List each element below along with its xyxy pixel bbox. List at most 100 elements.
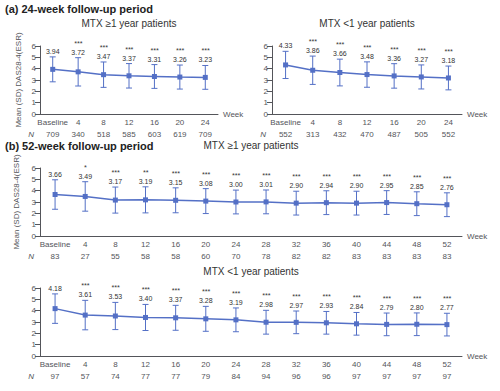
svg-text:709: 709 — [199, 130, 213, 139]
svg-text:3.40: 3.40 — [139, 295, 153, 302]
svg-text:3.86: 3.86 — [306, 47, 320, 54]
svg-text:84: 84 — [231, 372, 240, 381]
svg-text:2.93: 2.93 — [320, 302, 334, 309]
svg-text:55: 55 — [111, 252, 120, 261]
svg-text:Baseline: Baseline — [37, 118, 68, 127]
svg-text:2: 2 — [32, 329, 37, 338]
svg-text:0: 0 — [264, 110, 269, 119]
svg-text:60: 60 — [201, 252, 210, 261]
svg-text:97: 97 — [412, 372, 421, 381]
svg-text:***: *** — [74, 40, 82, 47]
svg-text:***: *** — [443, 295, 451, 302]
svg-text:3.36: 3.36 — [387, 55, 401, 62]
svg-text:N: N — [28, 130, 34, 139]
svg-text:MTX ≥1 year patients: MTX ≥1 year patients — [82, 18, 177, 29]
svg-text:12: 12 — [125, 118, 134, 127]
svg-text:3.31: 3.31 — [148, 56, 162, 63]
svg-text:619: 619 — [173, 130, 187, 139]
svg-text:3: 3 — [32, 318, 37, 327]
svg-text:3.00: 3.00 — [229, 181, 243, 188]
svg-text:487: 487 — [387, 130, 401, 139]
svg-text:77: 77 — [141, 372, 150, 381]
svg-text:4.18: 4.18 — [48, 285, 62, 292]
svg-text:40: 40 — [352, 360, 361, 369]
svg-text:2.80: 2.80 — [410, 304, 424, 311]
svg-text:2.79: 2.79 — [380, 304, 394, 311]
svg-text:20: 20 — [175, 118, 184, 127]
svg-text:36: 36 — [322, 360, 331, 369]
svg-text:0: 0 — [32, 232, 37, 241]
svg-text:***: *** — [111, 284, 119, 291]
svg-text:0: 0 — [32, 110, 37, 119]
svg-text:2: 2 — [32, 87, 37, 96]
svg-text:N: N — [260, 130, 266, 139]
svg-text:44: 44 — [382, 240, 391, 249]
svg-text:97: 97 — [442, 372, 451, 381]
svg-text:52: 52 — [442, 240, 451, 249]
svg-text:1: 1 — [32, 98, 37, 107]
svg-text:3.61: 3.61 — [78, 291, 92, 298]
svg-text:57: 57 — [81, 372, 90, 381]
svg-text:3.19: 3.19 — [229, 299, 243, 306]
svg-text:***: *** — [417, 47, 425, 54]
svg-text:(a) 24-week follow-up period: (a) 24-week follow-up period — [5, 3, 153, 15]
svg-text:8: 8 — [113, 240, 118, 249]
svg-text:28: 28 — [262, 360, 271, 369]
svg-text:74: 74 — [111, 372, 120, 381]
svg-text:8: 8 — [338, 118, 343, 127]
svg-text:***: *** — [99, 44, 107, 51]
svg-text:2: 2 — [264, 87, 269, 96]
svg-text:5: 5 — [264, 53, 269, 62]
svg-text:313: 313 — [306, 130, 320, 139]
svg-text:52: 52 — [442, 360, 451, 369]
svg-text:3.66: 3.66 — [333, 50, 347, 57]
svg-text:2.85: 2.85 — [410, 183, 424, 190]
svg-text:12: 12 — [141, 240, 150, 249]
svg-text:36: 36 — [322, 240, 331, 249]
svg-text:***: *** — [172, 170, 180, 177]
svg-text:83: 83 — [442, 252, 451, 261]
svg-text:94: 94 — [262, 372, 271, 381]
svg-text:3.72: 3.72 — [71, 49, 85, 56]
svg-text:***: *** — [443, 175, 451, 182]
svg-text:2.97: 2.97 — [289, 302, 303, 309]
svg-text:8: 8 — [101, 118, 106, 127]
svg-text:78: 78 — [262, 252, 271, 261]
svg-text:3.94: 3.94 — [46, 48, 60, 55]
svg-text:40: 40 — [352, 240, 361, 249]
svg-text:3.01: 3.01 — [259, 181, 273, 188]
svg-text:552: 552 — [442, 130, 456, 139]
svg-text:5: 5 — [32, 175, 37, 184]
svg-text:470: 470 — [360, 130, 374, 139]
svg-text:58: 58 — [171, 252, 180, 261]
svg-text:***: *** — [444, 48, 452, 55]
svg-text:Baseline: Baseline — [270, 118, 301, 127]
svg-text:16: 16 — [171, 360, 180, 369]
svg-text:32: 32 — [292, 360, 301, 369]
svg-text:Baseline: Baseline — [40, 360, 71, 369]
svg-text:82: 82 — [322, 252, 331, 261]
svg-text:***: *** — [262, 172, 270, 179]
svg-text:3.08: 3.08 — [199, 180, 213, 187]
svg-text:3.37: 3.37 — [169, 296, 183, 303]
svg-text:3.53: 3.53 — [109, 293, 123, 300]
svg-text:20: 20 — [417, 118, 426, 127]
svg-text:1: 1 — [32, 220, 37, 229]
svg-text:2.84: 2.84 — [350, 303, 364, 310]
svg-text:***: *** — [322, 173, 330, 180]
svg-text:Week: Week — [467, 352, 488, 361]
svg-text:5: 5 — [32, 295, 37, 304]
svg-text:3.66: 3.66 — [48, 171, 62, 178]
svg-text:3.19: 3.19 — [139, 178, 153, 185]
svg-text:1: 1 — [264, 98, 269, 107]
svg-text:***: *** — [81, 282, 89, 289]
svg-text:2: 2 — [32, 209, 37, 218]
svg-text:***: *** — [390, 46, 398, 53]
svg-text:83: 83 — [382, 252, 391, 261]
svg-text:4: 4 — [76, 118, 81, 127]
svg-text:4: 4 — [83, 240, 88, 249]
svg-text:83: 83 — [412, 252, 421, 261]
svg-text:3.37: 3.37 — [122, 55, 136, 62]
svg-text:505: 505 — [415, 130, 429, 139]
svg-text:6: 6 — [32, 42, 37, 51]
